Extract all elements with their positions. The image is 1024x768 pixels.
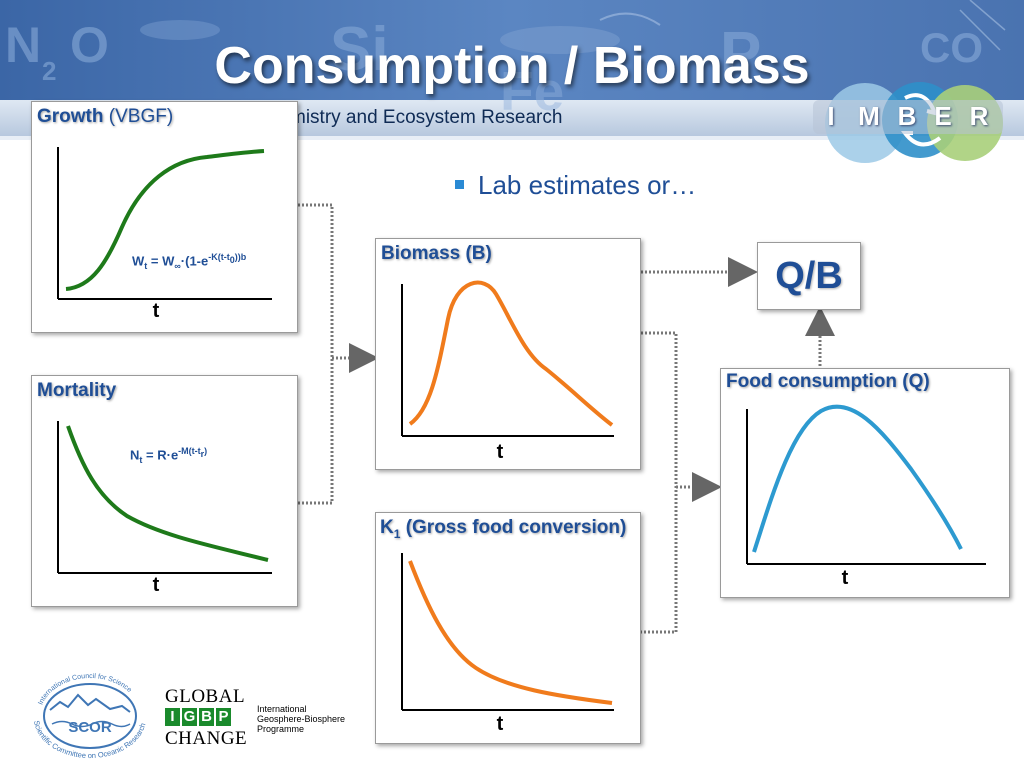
food-consumption-plot (746, 404, 986, 565)
watermark-o: O (70, 17, 109, 73)
food-consumption-panel: Food consumption (Q) t (720, 368, 1010, 598)
biomass-curve (408, 280, 614, 427)
food-consumption-curve (752, 404, 963, 553)
igbp-letter-b: B (199, 708, 214, 726)
watermark-si: Si (330, 15, 389, 84)
qb-ratio-box: Q/B (757, 242, 861, 310)
imber-letter-b: B (897, 101, 917, 131)
food-axis-label: t (841, 567, 849, 589)
igbp-letter-g: G (182, 708, 197, 726)
food-consumption-label: Food consumption (Q) (726, 371, 930, 392)
page-title: Consumption / Biomass (214, 37, 810, 95)
watermark-2: 2 (42, 56, 56, 86)
mortality-curve (66, 425, 269, 562)
igbp-letter-i: I (165, 708, 180, 726)
scor-acronym: SCOR (68, 719, 112, 736)
connector-growth-mortality (298, 203, 334, 505)
conversion-curve (408, 560, 613, 705)
imber-letter-i: I (827, 101, 835, 131)
biomass-label: Biomass (B) (381, 243, 492, 264)
imber-logo: I M B E R (805, 78, 1015, 173)
growth-axis-label: t (152, 300, 160, 322)
growth-equation: Wt = W∞·(1-e-K(t-t0))b (132, 252, 247, 271)
growth-curve (65, 149, 265, 291)
watermark-p: P (720, 20, 761, 89)
watermark-fe: Fe (500, 60, 564, 122)
growth-label: Growth (VBGF) (37, 106, 174, 127)
conversion-plot (401, 553, 614, 711)
watermark-co: CO (920, 24, 983, 71)
mortality-axis-label: t (152, 574, 160, 596)
igbp-global-word: GLOBAL (165, 686, 246, 707)
conversion-panel: K1 (Gross food conversion) t (375, 512, 641, 744)
igbp-change-word: CHANGE (165, 728, 248, 749)
igbp-letter-p: P (216, 708, 231, 726)
biomass-panel: Biomass (B) t (375, 238, 641, 470)
igbp-programme-text: International Geosphere-Biosphere Progra… (257, 704, 346, 734)
imber-letter-r: R (969, 101, 989, 131)
conversion-axis-label: t (496, 713, 504, 735)
biomass-axis-label: t (496, 441, 504, 463)
imber-letter-m: M (858, 101, 880, 131)
growth-panel: Growth (VBGF) Wt = W∞·(1-e-K(t-t0))b t (31, 101, 298, 333)
imber-circles (813, 82, 1003, 163)
biomass-plot (401, 280, 614, 437)
growth-plot (57, 147, 272, 300)
mortality-equation: Nt = R·e-M(t-tr) (130, 446, 208, 465)
scor-logo: International Council for Science Scient… (28, 672, 153, 765)
connector-biomass-conversion (641, 331, 678, 634)
bullet-square-icon (455, 179, 464, 189)
banner-subtitle: mistry and Ecosystem Research (290, 107, 563, 128)
scor-emblem: International Council for Science Scient… (32, 673, 147, 760)
banner-watermark-letters: N 2 O Si Fe P CO (5, 15, 983, 122)
imber-letter-e: E (934, 101, 952, 131)
mortality-label: Mortality (37, 380, 117, 401)
watermark-n: N (5, 17, 41, 73)
bullet-item: Lab estimates or… (455, 170, 696, 201)
bullet-text: Lab estimates or… (478, 170, 697, 200)
mortality-panel: Mortality Nt = R·e-M(t-tr) t (31, 375, 298, 607)
conversion-label: K1 (Gross food conversion) (380, 517, 627, 541)
mortality-plot (57, 421, 272, 574)
